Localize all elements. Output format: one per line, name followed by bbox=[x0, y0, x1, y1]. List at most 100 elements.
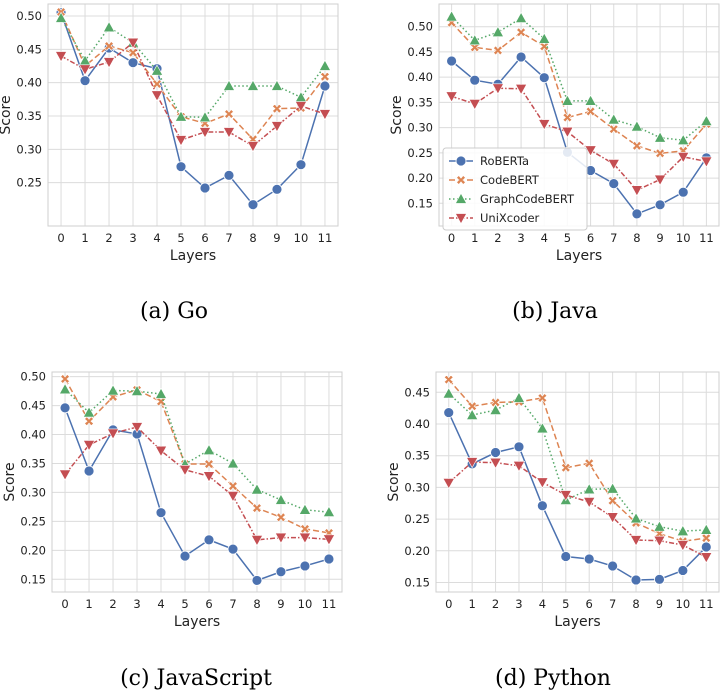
data-point-unixcoder bbox=[583, 497, 596, 509]
series-line-codebert bbox=[451, 22, 707, 155]
data-point-unixcoder bbox=[466, 457, 479, 469]
data-point-unixcoder bbox=[154, 445, 168, 457]
x-tick-label: 1 bbox=[81, 231, 88, 245]
data-point-unixcoder bbox=[130, 422, 144, 434]
series-line-graphcodebert bbox=[448, 393, 707, 532]
data-point-roberta bbox=[536, 500, 548, 512]
data-point-graphcodebert bbox=[222, 79, 236, 91]
legend-label-unixcoder: UniXcoder bbox=[480, 211, 540, 225]
x-tick-label: 7 bbox=[229, 597, 236, 611]
data-point-roberta bbox=[631, 208, 643, 220]
data-point-roberta bbox=[223, 169, 235, 181]
chart-panel-java: 0 1 2 3 4 5 6 7 8 9 10 11 0.15 0.20 0.25 0.30 0.35 0.40 0.… bbox=[389, 3, 720, 264]
plot-area bbox=[52, 372, 342, 592]
legend-box bbox=[442, 147, 588, 231]
y-tick-label: 0.50 bbox=[407, 20, 433, 34]
data-point-roberta bbox=[179, 550, 191, 562]
data-point-unixcoder bbox=[559, 490, 572, 502]
data-point-unixcoder bbox=[445, 91, 458, 103]
data-point-graphcodebert bbox=[445, 10, 458, 22]
x-axis-label: Layers bbox=[174, 614, 220, 630]
data-point-graphcodebert bbox=[82, 406, 96, 418]
data-point-codebert bbox=[539, 41, 550, 52]
data-point-roberta bbox=[490, 447, 501, 458]
data-point-roberta bbox=[247, 199, 259, 211]
series-line-codebert bbox=[60, 11, 326, 141]
data-point-unixcoder bbox=[322, 534, 336, 546]
data-point-roberta bbox=[607, 560, 619, 572]
data-point-unixcoder bbox=[606, 512, 619, 524]
x-tick-label: 8 bbox=[632, 597, 639, 611]
x-tick-label: 2 bbox=[109, 597, 116, 611]
data-point-unixcoder bbox=[318, 109, 332, 121]
data-point-unixcoder bbox=[700, 552, 713, 564]
data-point-graphcodebert bbox=[536, 422, 549, 434]
x-tick-label: 0 bbox=[57, 231, 64, 245]
data-point-unixcoder bbox=[489, 457, 502, 469]
y-tick-label: 0.20 bbox=[407, 171, 433, 185]
data-point-graphcodebert bbox=[630, 120, 644, 132]
y-tick-label: 0.20 bbox=[20, 543, 46, 557]
data-point-unixcoder bbox=[246, 141, 260, 153]
series-line-unixcoder bbox=[448, 461, 707, 558]
y-tick-label: 0.15 bbox=[404, 575, 430, 589]
y-tick-label: 0.45 bbox=[20, 399, 46, 413]
data-point-codebert bbox=[655, 148, 666, 159]
data-point-roberta bbox=[127, 57, 139, 69]
data-point-graphcodebert bbox=[653, 520, 666, 532]
chart-panel-python: 0 1 2 3 4 5 6 7 8 9 10 11 0.15 0.20 0.25 0.30 0.35 0.40 0.… bbox=[386, 371, 720, 630]
x-tick-label: 0 bbox=[445, 597, 452, 611]
x-tick-label: 5 bbox=[177, 231, 184, 245]
data-point-graphcodebert bbox=[607, 113, 620, 125]
data-point-graphcodebert bbox=[583, 483, 596, 495]
plot-frame bbox=[47, 3, 339, 227]
data-point-codebert bbox=[224, 109, 234, 119]
y-tick-label: 0.35 bbox=[20, 456, 46, 470]
data-point-codebert bbox=[228, 481, 238, 491]
data-point-codebert bbox=[443, 374, 454, 385]
data-point-graphcodebert bbox=[489, 403, 502, 415]
x-tick-label: 6 bbox=[205, 597, 212, 611]
data-point-graphcodebert bbox=[150, 64, 164, 76]
data-point-codebert bbox=[467, 401, 478, 412]
data-point-unixcoder bbox=[442, 478, 455, 490]
data-point-graphcodebert bbox=[174, 110, 188, 122]
series-graphcodebert bbox=[54, 11, 332, 123]
plot-frame bbox=[51, 371, 343, 593]
data-point-unixcoder bbox=[491, 83, 505, 95]
y-tick-label: 0.35 bbox=[16, 109, 42, 123]
series-roberta bbox=[443, 407, 712, 586]
y-tick-label: 0.15 bbox=[407, 196, 433, 210]
y-axis-label: Score bbox=[2, 462, 18, 501]
y-tick-label: 0.40 bbox=[404, 417, 430, 431]
data-point-roberta bbox=[469, 74, 481, 86]
data-point-graphcodebert bbox=[246, 79, 260, 91]
data-point-codebert bbox=[516, 27, 527, 38]
data-point-roberta bbox=[677, 565, 689, 576]
y-tick-label: 0.25 bbox=[20, 514, 46, 528]
data-point-codebert bbox=[128, 47, 138, 58]
data-point-graphcodebert bbox=[318, 59, 332, 71]
data-point-roberta bbox=[630, 574, 642, 586]
data-point-unixcoder bbox=[178, 465, 192, 477]
data-point-graphcodebert bbox=[106, 384, 120, 396]
data-point-graphcodebert bbox=[198, 111, 212, 123]
x-tick-label: 9 bbox=[273, 231, 280, 245]
legend-marker-codebert bbox=[456, 175, 466, 185]
data-point-roberta bbox=[677, 186, 689, 198]
data-point-unixcoder bbox=[629, 535, 643, 547]
legend-marker-graphcodebert bbox=[454, 192, 468, 204]
data-point-roberta bbox=[654, 573, 665, 585]
y-tick-label: 0.45 bbox=[407, 45, 433, 59]
data-point-graphcodebert bbox=[491, 26, 505, 38]
data-point-roberta bbox=[203, 534, 215, 546]
data-point-unixcoder bbox=[58, 469, 72, 481]
x-axis-label: Layers bbox=[554, 614, 600, 630]
data-point-roberta bbox=[443, 407, 455, 418]
series-line-unixcoder bbox=[64, 426, 330, 541]
series-roberta bbox=[59, 402, 335, 586]
x-tick-label: 1 bbox=[471, 231, 478, 245]
x-tick-label: 11 bbox=[318, 231, 333, 245]
x-tick-label: 11 bbox=[322, 597, 337, 611]
